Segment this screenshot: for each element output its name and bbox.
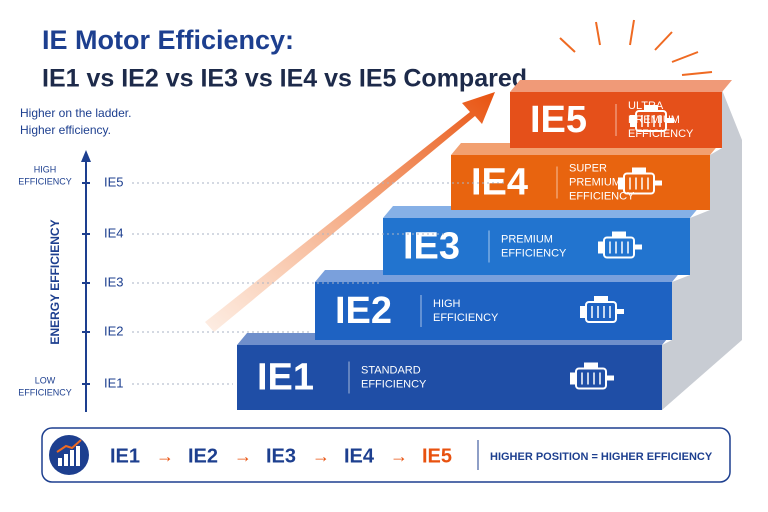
footer-caption: HIGHER POSITION = HIGHER EFFICIENCY (490, 451, 713, 463)
motor-icon (580, 306, 586, 318)
step-class: IE2 (335, 290, 392, 332)
step (237, 345, 662, 410)
motor-icon (584, 362, 598, 369)
note: Higher on the ladder. (20, 106, 131, 120)
step-top (510, 80, 732, 92)
motor-icon (594, 296, 608, 302)
motor-icon (632, 167, 646, 174)
axis-bottom: EFFICIENCY (18, 387, 72, 397)
rise-arrow (205, 92, 495, 332)
sequence-item: IE1 (110, 445, 140, 467)
step-description: HIGH (433, 298, 461, 310)
sequence-item: IE4 (344, 445, 375, 467)
step-class: IE3 (403, 226, 460, 268)
step-description: PREMIUM (501, 233, 553, 245)
step-description: EFFICIENCY (501, 247, 567, 259)
step-description: STANDARD (361, 364, 421, 376)
level-label: IE3 (104, 274, 124, 289)
sunburst (559, 19, 713, 76)
step (451, 155, 710, 210)
axis-top: EFFICIENCY (18, 176, 72, 186)
motor-icon (612, 231, 626, 238)
title: IE Motor Efficiency: (42, 25, 294, 55)
sequence-item: IE2 (188, 445, 218, 467)
sequence-arrow: → (312, 446, 330, 466)
level-label: IE5 (104, 174, 124, 189)
sequence-item: IE5 (422, 445, 452, 467)
level-label: IE2 (104, 323, 124, 338)
axis-top: HIGH (34, 164, 57, 174)
stair-side (662, 90, 742, 410)
sequence-arrow: → (156, 446, 174, 466)
sequence-item: IE3 (266, 445, 296, 467)
motor-icon (666, 118, 674, 123)
motor-icon (616, 309, 624, 314)
step-description: EFFICIENCY (433, 312, 499, 324)
level-label: IE1 (104, 375, 124, 390)
sequence-arrow: → (234, 446, 252, 466)
motor-icon (618, 177, 624, 190)
axis-label: ENERGY EFFICIENCY (48, 219, 62, 344)
footer-icon (49, 435, 89, 475)
footer-box (41, 427, 731, 483)
axis-arrowhead (81, 150, 91, 162)
motor-icon (644, 105, 658, 111)
step-description: EFFICIENCY (361, 378, 427, 390)
step (315, 282, 672, 340)
motor-icon (630, 115, 636, 127)
subtitle: IE1 vs IE2 vs IE3 vs IE4 vs IE5 Compared (42, 65, 527, 93)
step-description: EFFICIENCY (628, 128, 694, 140)
note: Higher efficiency. (20, 123, 111, 137)
footer-icon-bars (56, 439, 82, 466)
motor-icon (634, 244, 642, 250)
step-description: SUPER (569, 162, 607, 174)
step-class: IE4 (471, 162, 528, 204)
step-description: PREMIUM (569, 176, 621, 188)
step-class: IE1 (257, 357, 314, 399)
motor-icon (598, 241, 604, 254)
axis-bottom: LOW (35, 375, 56, 385)
motor-icon (570, 372, 576, 385)
motor-icon (654, 180, 662, 186)
level-label: IE4 (104, 225, 124, 240)
sequence-arrow: → (390, 446, 408, 466)
motor-icon (606, 375, 614, 381)
step-description: EFFICIENCY (569, 190, 635, 202)
step-class: IE5 (530, 99, 587, 141)
